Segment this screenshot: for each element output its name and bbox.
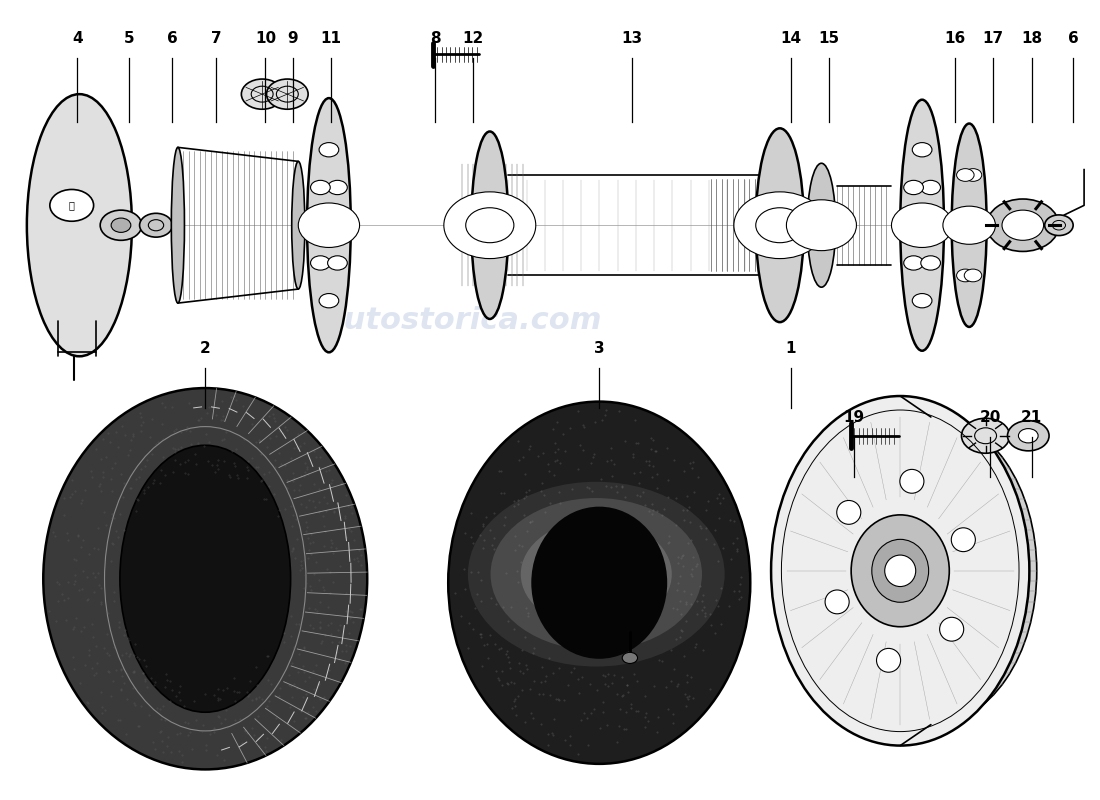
Ellipse shape <box>825 417 1037 725</box>
Circle shape <box>912 142 932 157</box>
Ellipse shape <box>900 470 924 494</box>
Text: 10: 10 <box>255 31 276 46</box>
Circle shape <box>319 142 339 157</box>
Ellipse shape <box>877 648 901 672</box>
Text: 6: 6 <box>167 31 178 46</box>
Ellipse shape <box>307 98 351 352</box>
Ellipse shape <box>172 147 185 303</box>
Circle shape <box>943 206 996 244</box>
Text: 18: 18 <box>1021 31 1042 46</box>
Text: 1: 1 <box>785 342 796 356</box>
Text: 3: 3 <box>594 342 605 356</box>
Ellipse shape <box>491 498 702 650</box>
Ellipse shape <box>952 123 987 327</box>
Text: 17: 17 <box>982 31 1004 46</box>
Circle shape <box>1008 421 1049 451</box>
Circle shape <box>443 192 536 258</box>
Circle shape <box>965 169 982 182</box>
Ellipse shape <box>292 162 305 289</box>
Circle shape <box>891 203 953 247</box>
Circle shape <box>921 180 940 194</box>
Text: 6: 6 <box>1068 31 1078 46</box>
Circle shape <box>786 200 857 250</box>
Circle shape <box>987 199 1059 251</box>
Circle shape <box>904 180 923 194</box>
Ellipse shape <box>807 163 836 287</box>
Circle shape <box>328 256 348 270</box>
Text: 7: 7 <box>211 31 221 46</box>
Text: 🐎: 🐎 <box>69 200 75 210</box>
Circle shape <box>1045 215 1074 235</box>
Ellipse shape <box>471 131 508 319</box>
Ellipse shape <box>120 446 290 712</box>
Circle shape <box>734 192 826 258</box>
Text: 8: 8 <box>430 31 440 46</box>
Circle shape <box>111 218 131 232</box>
Text: 21: 21 <box>1021 410 1042 426</box>
Text: 9: 9 <box>287 31 298 46</box>
Circle shape <box>50 190 94 222</box>
Circle shape <box>961 418 1010 454</box>
Ellipse shape <box>468 482 725 666</box>
Circle shape <box>623 652 638 663</box>
Ellipse shape <box>531 506 668 658</box>
Ellipse shape <box>900 100 944 350</box>
Text: 12: 12 <box>463 31 484 46</box>
Ellipse shape <box>825 590 849 614</box>
Ellipse shape <box>771 396 1030 746</box>
Circle shape <box>1019 429 1038 443</box>
Circle shape <box>140 214 173 237</box>
Text: 14: 14 <box>780 31 801 46</box>
Circle shape <box>310 180 330 194</box>
Text: 4: 4 <box>72 31 82 46</box>
Ellipse shape <box>872 539 928 602</box>
Text: 16: 16 <box>944 31 966 46</box>
Text: 2: 2 <box>200 342 210 356</box>
Ellipse shape <box>837 501 861 524</box>
Text: 13: 13 <box>621 31 642 46</box>
Circle shape <box>968 219 986 231</box>
Ellipse shape <box>448 402 750 764</box>
Circle shape <box>912 294 932 308</box>
Ellipse shape <box>26 94 132 356</box>
Circle shape <box>266 79 308 110</box>
Circle shape <box>957 169 975 182</box>
Circle shape <box>921 256 940 270</box>
Text: 5: 5 <box>123 31 134 46</box>
Ellipse shape <box>851 515 949 626</box>
Circle shape <box>1002 210 1044 240</box>
Circle shape <box>965 269 982 282</box>
Text: 11: 11 <box>320 31 342 46</box>
Text: 19: 19 <box>844 410 865 426</box>
Circle shape <box>328 180 348 194</box>
Circle shape <box>957 269 975 282</box>
Circle shape <box>904 256 923 270</box>
Ellipse shape <box>43 388 367 770</box>
Circle shape <box>100 210 142 240</box>
Circle shape <box>241 79 283 110</box>
Text: autostorica.com: autostorica.com <box>323 306 602 335</box>
Ellipse shape <box>939 618 964 641</box>
Circle shape <box>319 294 339 308</box>
Ellipse shape <box>756 128 804 322</box>
Circle shape <box>298 203 360 247</box>
Text: 20: 20 <box>979 410 1001 426</box>
Ellipse shape <box>884 555 915 586</box>
Text: 15: 15 <box>818 31 839 46</box>
Circle shape <box>310 256 330 270</box>
Circle shape <box>953 219 970 231</box>
Ellipse shape <box>520 520 672 629</box>
Ellipse shape <box>952 528 976 552</box>
